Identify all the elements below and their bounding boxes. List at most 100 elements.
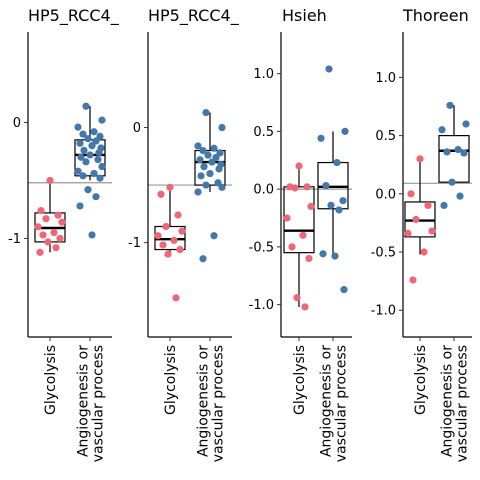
data-point xyxy=(340,286,348,294)
box xyxy=(194,149,226,186)
category-label: Angiogenesis or xyxy=(440,345,456,457)
panel-title: Thoreen xyxy=(402,6,469,25)
data-point xyxy=(94,155,102,164)
data-point xyxy=(407,190,415,198)
data-point xyxy=(96,174,104,182)
data-point xyxy=(206,169,214,178)
category-label: Glycolysis xyxy=(413,345,429,415)
data-point xyxy=(462,120,470,128)
category-label: Angiogenesis or xyxy=(76,345,92,457)
data-point xyxy=(74,167,82,175)
data-point xyxy=(50,229,58,237)
data-point xyxy=(293,294,301,302)
data-point xyxy=(196,156,204,164)
data-point xyxy=(456,192,464,200)
data-point xyxy=(159,241,167,249)
data-point xyxy=(84,135,92,143)
data-point xyxy=(420,248,428,256)
y-tick-label: 0.5 xyxy=(253,125,274,140)
data-point xyxy=(77,153,85,161)
category-label: Glycolysis xyxy=(292,345,308,415)
data-point xyxy=(174,211,182,219)
data-point xyxy=(412,215,420,224)
data-point xyxy=(460,149,468,157)
category-label: vascular process xyxy=(334,345,350,462)
panel-title: HP5_RCC4_ xyxy=(148,6,240,26)
data-point xyxy=(170,236,178,244)
data-point xyxy=(301,303,309,311)
data-point xyxy=(98,116,106,124)
data-point xyxy=(88,231,96,239)
data-point xyxy=(288,243,296,251)
data-point xyxy=(215,165,223,173)
data-point xyxy=(162,222,170,231)
data-point xyxy=(305,254,313,263)
data-point xyxy=(154,232,162,240)
data-point xyxy=(208,158,216,166)
data-point xyxy=(82,158,90,166)
data-point xyxy=(88,142,96,150)
category-label: Glycolysis xyxy=(163,345,179,415)
data-point xyxy=(74,123,82,131)
y-tick-label: 0 xyxy=(13,116,21,131)
data-point xyxy=(210,232,218,240)
data-point xyxy=(86,151,94,159)
panel-title: HP5_RCC4_ xyxy=(28,6,120,26)
y-tick-label: -1 xyxy=(8,232,21,247)
data-point xyxy=(454,145,462,154)
data-point xyxy=(76,202,84,210)
data-point xyxy=(200,163,208,171)
data-point xyxy=(416,155,424,163)
data-point xyxy=(438,126,446,134)
data-point xyxy=(52,244,60,252)
data-point xyxy=(76,139,84,147)
data-point xyxy=(54,211,62,219)
data-point xyxy=(95,149,103,157)
data-point xyxy=(202,108,210,117)
data-point xyxy=(46,176,54,185)
panel-1: HP5_RCC4_ 0 -1 Glycolysis Angiogenesis or vas… xyxy=(8,6,120,462)
panel-3: Hsieh 1.0 0.5 0.0 -0.5 -1.0 Glycolysis Angiogen… xyxy=(249,6,352,462)
data-point xyxy=(34,223,42,231)
data-point xyxy=(404,229,412,237)
data-point xyxy=(172,294,180,302)
data-point xyxy=(176,245,184,254)
data-point xyxy=(291,184,299,192)
data-point xyxy=(36,248,44,256)
data-point xyxy=(199,146,207,155)
data-point xyxy=(90,128,98,136)
data-point xyxy=(80,146,88,154)
y-tick-label: 0 xyxy=(133,121,141,136)
data-point xyxy=(202,181,210,189)
data-point xyxy=(317,134,325,142)
y-tick-label: 0.5 xyxy=(375,129,396,144)
data-point xyxy=(166,183,174,191)
data-point xyxy=(327,201,335,209)
y-tick-label: -1 xyxy=(128,236,141,251)
y-tick-label: -0.5 xyxy=(249,240,274,255)
data-point xyxy=(82,102,90,110)
data-point xyxy=(339,197,347,205)
data-point xyxy=(322,182,330,190)
data-point xyxy=(58,218,66,226)
data-point xyxy=(331,252,339,260)
data-point xyxy=(164,250,172,258)
data-point xyxy=(194,142,202,150)
data-point xyxy=(319,250,327,258)
data-point xyxy=(446,101,454,109)
data-point xyxy=(157,190,165,198)
data-point xyxy=(79,130,87,138)
data-point xyxy=(424,201,432,210)
y-tick-label: 1.0 xyxy=(375,71,396,86)
data-point xyxy=(409,276,417,284)
data-point xyxy=(39,231,47,239)
data-point xyxy=(44,238,52,246)
category-label: Glycolysis xyxy=(43,345,59,415)
category-label: Angiogenesis or xyxy=(196,345,212,457)
data-point xyxy=(428,227,436,235)
data-point xyxy=(92,193,100,201)
data-point xyxy=(84,186,92,194)
y-tick-label: 1.0 xyxy=(253,67,274,82)
data-point xyxy=(42,215,50,223)
